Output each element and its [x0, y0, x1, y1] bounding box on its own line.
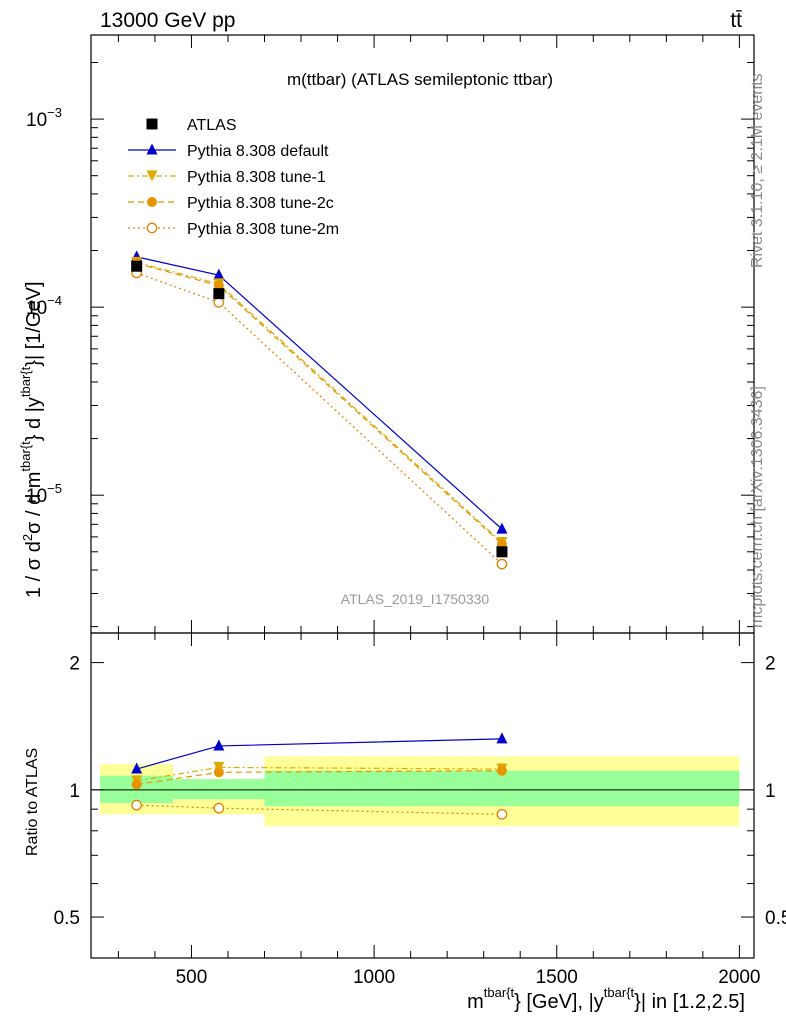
y-tick-label: 10−3 [26, 105, 62, 131]
y-axis-label: 1 / σ d2σ / d mtbar{t} d |ytbar{t}| [1/G… [18, 281, 45, 598]
legend-marker [146, 118, 158, 130]
series-1 [131, 256, 508, 787]
x-tick-label: 1500 [536, 967, 578, 988]
series-layer [131, 250, 508, 820]
ratio-tick-label-left: 2 [69, 654, 80, 675]
ratio-y-axis-label: Ratio to ATLAS [24, 748, 41, 856]
series-point [496, 522, 508, 534]
ratio-plot-frame [90, 632, 755, 959]
legend-marker [146, 170, 158, 182]
ratio-tick-label-right: 0.5 [765, 908, 786, 929]
ratio-uncertainty-bands [91, 756, 754, 827]
legend-label: Pythia 8.308 tune-1 [187, 169, 326, 186]
legend-label: ATLAS [187, 117, 237, 134]
side-label-bottom: mcplots.cern.ch [arXiv:1306.3436] [749, 386, 766, 628]
ratio-point [496, 732, 508, 744]
ratio-point [496, 765, 507, 776]
series-point [496, 558, 508, 570]
series-point [213, 268, 225, 280]
legend-label: Pythia 8.308 tune-2c [187, 195, 334, 212]
legend-label: Pythia 8.308 default [187, 143, 329, 160]
series-3 [131, 267, 508, 820]
ratio-tick-label-right: 1 [765, 781, 776, 802]
ratio-tick-label-right: 2 [765, 654, 776, 675]
x-tick-label: 1000 [353, 967, 395, 988]
ratio-point [131, 799, 143, 811]
ratio-band-stat [173, 779, 265, 800]
ratio-tick-label-left: 0.5 [54, 908, 80, 929]
axes-frames [90, 34, 755, 959]
data-series [131, 260, 508, 558]
x-tick-label: 2000 [718, 967, 760, 988]
series-0 [131, 250, 508, 774]
legend-entry: Pythia 8.308 default [128, 143, 329, 160]
ratio-point [213, 767, 224, 778]
x-tick-label: 500 [176, 967, 208, 988]
data-point [496, 546, 508, 558]
series-line [136, 272, 503, 565]
legend-label: Pythia 8.308 tune-2m [187, 221, 339, 238]
header-left: 13000 GeV pp [100, 9, 235, 32]
ratio-point [131, 779, 142, 790]
side-label-top: Rivet 3.1.10, ≥ 2.1M events [749, 73, 766, 268]
chart-title: m(ttbar) (ATLAS semileptonic ttbar) [287, 70, 553, 89]
legend-marker [147, 197, 157, 207]
ratio-line [136, 804, 502, 815]
ratio-point [496, 808, 508, 820]
legend-marker [146, 143, 158, 155]
legend-entry: Pythia 8.308 tune-2c [128, 195, 334, 212]
ratio-band-stat [264, 770, 740, 807]
y-tick-label: 10−5 [26, 481, 62, 507]
legend: ATLAS Pythia 8.308 default Pythia 8.308 tu… [128, 117, 339, 238]
legend-entry: ATLAS [146, 117, 237, 134]
ratio-point [213, 802, 225, 814]
data-point [131, 260, 143, 272]
x-axis-label: mtbar{t} [GeV], |ytbar{t}| in [1.2,2.5] [467, 985, 745, 1013]
header-right: tt̄ [730, 9, 742, 32]
series-2 [131, 258, 507, 790]
legend-entry: Pythia 8.308 tune-2m [128, 221, 339, 238]
analysis-label: ATLAS_2019_I1750330 [341, 591, 490, 607]
legend-entry: Pythia 8.308 tune-1 [128, 169, 326, 186]
series-line [136, 256, 503, 530]
ratio-point [131, 762, 143, 774]
data-point [213, 288, 225, 300]
ratio-point [213, 739, 225, 751]
series-line [136, 262, 503, 545]
series-line [136, 261, 503, 543]
ratio-tick-label-left: 1 [69, 781, 80, 802]
legend-marker [146, 222, 158, 234]
